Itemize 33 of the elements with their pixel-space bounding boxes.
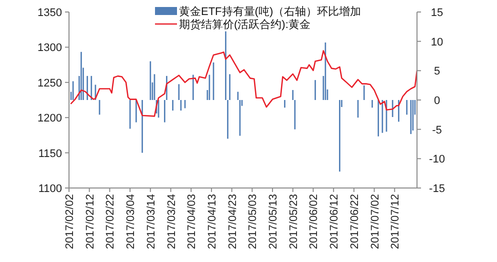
y2-tick-label: 5 — [434, 66, 440, 78]
x-tick-label: 2017/04/23 — [226, 194, 239, 250]
y-tick-label: 1200 — [38, 112, 62, 125]
y2-tick-label: 10 — [430, 36, 444, 48]
x-tick-label: 2017/07/02 — [369, 194, 382, 250]
legend-label: 黄金ETF持有量(吨)（右轴）环比增加 — [179, 5, 362, 18]
x-tick-label: 2017/02/02 — [64, 194, 76, 250]
x-tick-label: 2017/03/14 — [145, 194, 158, 250]
x-tick-label: 2017/06/22 — [348, 194, 361, 250]
y-tick-label: 1300 — [38, 42, 62, 54]
y-tick-label: 1250 — [38, 77, 62, 90]
y2-tick-label: 0 — [434, 95, 440, 107]
x-tick-label: 2017/04/03 — [186, 194, 198, 250]
y-tick-label: 1100 — [38, 183, 62, 195]
x-tick-label: 2017/06/02 — [308, 194, 320, 250]
y2-tick-label: 15 — [430, 7, 444, 19]
x-tick-label: 2017/04/13 — [206, 194, 218, 250]
x-tick-label: 2017/05/03 — [247, 194, 260, 250]
y-tick-label: 1350 — [38, 7, 62, 19]
x-tick-label: 2017/02/22 — [104, 194, 117, 250]
x-tick-label: 2017/03/24 — [166, 194, 178, 250]
x-tick-label: 2017/03/04 — [125, 194, 138, 250]
y2-tick-label: -15 — [429, 183, 445, 195]
x-tick-label: 2017/05/13 — [268, 194, 280, 250]
line-series — [70, 50, 418, 117]
y2-tick-label: -10 — [429, 154, 445, 166]
x-tick-label: 2017/02/12 — [84, 194, 96, 250]
x-tick-label: 2017/07/12 — [390, 194, 402, 250]
x-tick-label: 2017/05/23 — [288, 194, 300, 250]
y2-tick-label: -5 — [432, 124, 442, 136]
y-tick-label: 1150 — [38, 148, 62, 160]
legend-label: 期货结算价(活跃合约):黄金 — [179, 18, 310, 31]
x-tick-label: 2017/06/12 — [328, 194, 341, 250]
